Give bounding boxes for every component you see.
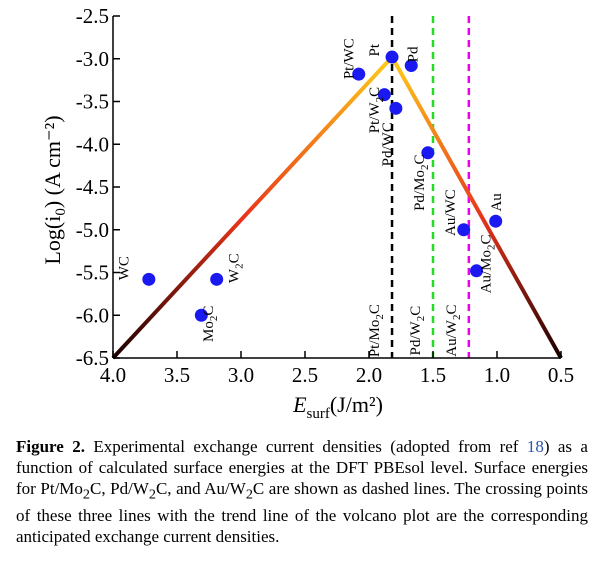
y-tick-label-2: -3.5 [76,90,109,114]
x-tick-label-1: 3.5 [164,363,190,387]
data-point-4 [385,50,399,64]
data-point-label-0: WC [116,256,132,280]
dashed-line-label-2: Au/W2C [444,305,463,357]
volcano-chart: -2.5 -3.0 -3.5 -4.0 -4.5 -5.0 -5.5 -6.0 -6.54.0 3… [40,4,574,422]
y-tick-label-6: -5.5 [76,261,109,285]
x-axis-label: Esurf(J/m²) [292,392,383,422]
data-point-1 [194,308,208,322]
data-point-label-6: Pt/W2C [367,87,386,133]
y-tick-label-4: -4.5 [76,175,109,199]
x-tick-label-5: 1.5 [420,363,446,387]
data-point-label-3: Pt/WC [342,38,358,79]
data-point-label-7: Pd/WC [380,122,396,166]
y-tick-label-7: -6.0 [76,303,109,327]
y-tick-label-8: -6.5 [76,346,109,370]
y-tick-label-5: -5.0 [76,218,109,242]
y-tick-label-1: -3.0 [76,47,109,71]
y-tick-label-0: -2.5 [76,4,109,28]
data-point-label-5: Pd [406,46,422,62]
data-point-label-4: Pt [367,43,383,56]
data-point-label-10: Au [489,193,505,212]
data-point-2 [210,272,224,286]
data-point-9 [457,223,471,237]
data-point-6 [377,88,391,102]
data-point-label-11: Au/Mo2C [479,235,498,294]
data-point-label-1: Mo2C [201,306,220,342]
data-point-label-8: Pd/Mo2C [412,155,431,211]
data-point-7 [389,101,403,115]
data-point-0 [142,272,156,286]
dashed-line-label-1: Pd/W2C [408,306,427,356]
data-point-5 [404,59,418,73]
data-point-8 [421,146,435,160]
data-point-10 [489,214,503,228]
reference-link[interactable]: 18 [526,437,544,456]
data-point-label-2: W2C [226,253,245,283]
x-tick-label-2: 3.0 [228,363,254,387]
data-point-11 [470,264,484,278]
data-point-label-9: Au/WC [443,189,459,236]
x-tick-label-6: 1.0 [484,363,510,387]
y-axis-label: Log(i0) (A cm⁻²) [40,115,69,264]
x-tick-label-3: 2.5 [292,363,318,387]
x-tick-label-4: 2.0 [356,363,382,387]
dashed-line-label-0: Pt/Mo2C [367,304,386,357]
x-tick-label-0: 4.0 [100,363,126,387]
figure-caption: Figure 2. Experimental exchange current … [16,437,588,547]
data-point-3 [352,67,366,81]
caption-lead: Figure 2. [16,437,85,456]
x-tick-label-7: 0.5 [548,363,574,387]
y-tick-label-3: -4.0 [76,132,109,156]
